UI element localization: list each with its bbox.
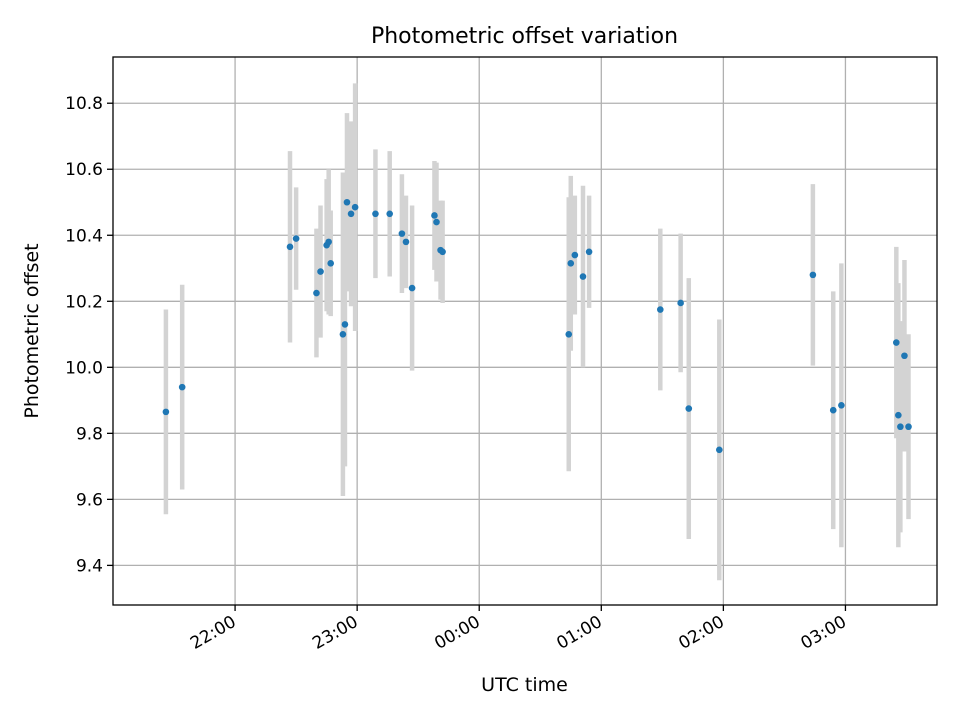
y-axis-label: Photometric offset <box>21 243 43 418</box>
y-tick-label: 10.4 <box>65 226 103 246</box>
grid-lines <box>113 57 937 605</box>
data-point <box>343 198 351 206</box>
y-tick-label: 9.6 <box>76 490 103 510</box>
y-tick-label: 10.2 <box>65 292 103 312</box>
data-point <box>656 306 664 313</box>
y-axis-ticks: 9.4 9.6 9.8 10.0 10.2 10.4 10.6 10.8 <box>65 94 113 576</box>
data-point <box>809 271 817 279</box>
data-point <box>579 273 587 280</box>
data-point <box>398 230 406 237</box>
data-point <box>571 251 579 259</box>
y-tick-label: 10.6 <box>65 160 103 180</box>
data-point <box>431 212 438 219</box>
data-point <box>567 260 575 267</box>
data-point <box>829 406 837 414</box>
data-points <box>162 198 912 454</box>
data-point <box>895 411 902 419</box>
data-point <box>313 289 320 297</box>
data-point <box>838 401 845 409</box>
data-point <box>897 423 904 431</box>
data-point <box>178 383 186 391</box>
y-tick-label: 10.0 <box>65 358 103 378</box>
data-point <box>286 243 294 251</box>
data-point <box>341 321 349 328</box>
data-point <box>439 248 446 256</box>
data-point <box>339 331 347 338</box>
data-point <box>317 268 324 275</box>
y-tick-label: 9.4 <box>76 556 103 576</box>
data-point <box>408 284 416 292</box>
plot-area-frame <box>112 56 938 606</box>
data-point <box>685 405 693 412</box>
data-point <box>905 423 912 431</box>
data-point <box>893 339 900 346</box>
data-point <box>325 238 332 246</box>
data-point <box>372 210 379 218</box>
data-point <box>162 408 170 416</box>
data-point <box>402 238 410 246</box>
data-point <box>565 331 573 338</box>
chart-title: Photometric offset variation <box>371 24 678 49</box>
x-axis-label: UTC time <box>481 674 568 696</box>
data-point <box>716 446 723 454</box>
data-point <box>327 260 334 267</box>
data-point <box>386 210 394 218</box>
data-point <box>901 352 908 360</box>
y-tick-label: 10.8 <box>65 94 103 114</box>
data-point <box>677 299 684 307</box>
data-point <box>347 210 355 218</box>
data-point <box>351 203 359 211</box>
data-point <box>433 218 440 226</box>
data-point <box>292 235 300 242</box>
y-tick-label: 9.8 <box>76 424 103 444</box>
data-point <box>585 248 593 256</box>
